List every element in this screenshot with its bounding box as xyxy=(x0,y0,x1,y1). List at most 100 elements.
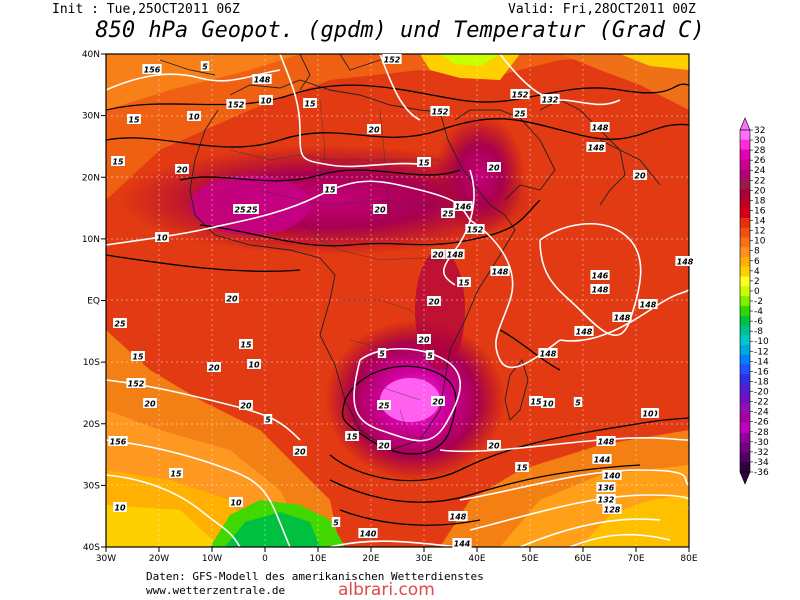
colorbar-swatch xyxy=(740,354,750,365)
init-time: Init : Tue,25OCT2011 06Z xyxy=(52,2,240,17)
colorbar-swatch xyxy=(740,286,750,297)
contour-labels: 1561481521015152132152152148148146152148… xyxy=(108,54,695,549)
lat-tick-label: 10S xyxy=(83,358,100,368)
geopotential-contour-label: 148 xyxy=(540,350,557,359)
temperature-contour-label: 25 xyxy=(514,110,526,119)
temperature-contour-label: 15 xyxy=(458,279,470,288)
temperature-contour-label: 15 xyxy=(516,464,528,473)
colorbar-swatch xyxy=(740,403,750,414)
colorbar-swatch xyxy=(740,159,750,170)
lat-tick-label: 30N xyxy=(82,112,100,122)
colorbar-swatch xyxy=(740,237,750,248)
colorbar-swatch xyxy=(740,169,750,180)
temperature-contour-label: 10 xyxy=(642,410,654,419)
colorbar-swatch xyxy=(740,413,750,424)
geopotential-contour-label: 148 xyxy=(254,76,271,85)
chart-title: 850 hPa Geopot. (gpdm) und Temperatur (G… xyxy=(95,18,705,43)
geopotential-contour-label: 10 xyxy=(156,234,168,243)
temperature-contour-label: 20 xyxy=(374,206,386,215)
watermark: albrari.com xyxy=(338,580,435,600)
colorbar-label: -28 xyxy=(754,428,769,438)
lat-tick-label: 30S xyxy=(83,481,100,491)
lat-tick-label: 10N xyxy=(82,235,100,245)
colorbar-swatch xyxy=(740,374,750,385)
temperature-contour-label: 25 xyxy=(246,206,258,215)
colorbar-label: -4 xyxy=(754,307,763,317)
colorbar-label: 16 xyxy=(754,206,766,216)
temperature-contour-label: 25 xyxy=(378,402,390,411)
geopotential-contour-label: 148 xyxy=(614,314,631,323)
colorbar-label: -10 xyxy=(754,337,769,347)
temperature-contour-label: 5 xyxy=(333,519,339,528)
colorbar-swatch xyxy=(740,227,750,238)
geopotential-contour-label: 156 xyxy=(144,66,161,75)
colorbar-label: -36 xyxy=(754,468,769,478)
temperature-contour-label: 20 xyxy=(378,442,390,451)
colorbar-swatch xyxy=(740,208,750,219)
lon-tick-label: 10W xyxy=(202,554,222,564)
temperature-contour-label: 15 xyxy=(240,341,252,350)
colorbar-label: 6 xyxy=(754,257,760,267)
colorbar-label: -2 xyxy=(754,297,763,307)
colorbar-swatch xyxy=(740,384,750,395)
lon-tick-label: 30E xyxy=(415,554,432,564)
lat-tick-label: 20S xyxy=(83,420,100,430)
colorbar-label: 22 xyxy=(754,176,765,186)
temperature-contour-label: 20 xyxy=(226,295,238,304)
colorbar-label: -24 xyxy=(754,408,769,418)
colorbar-swatch xyxy=(740,198,750,209)
geopotential-contour-label: 148 xyxy=(492,268,509,277)
temperature-contour-label: 10 xyxy=(188,113,200,122)
colorbar-label: 12 xyxy=(754,227,765,237)
colorbar-label: 0 xyxy=(754,287,760,297)
lon-tick-label: 30W xyxy=(96,554,116,564)
temperature-contour-label: 25 xyxy=(234,206,246,215)
temperature-contour-label: 20 xyxy=(294,448,306,457)
colorbar-label: -6 xyxy=(754,317,763,327)
temperature-contour-label: 20 xyxy=(432,398,444,407)
lon-tick-label: 40E xyxy=(468,554,485,564)
colorbar-label: 26 xyxy=(754,156,766,166)
source-url: www.wetterzentrale.de xyxy=(146,584,286,597)
colorbar-label: -30 xyxy=(754,438,769,448)
geopotential-contour-label: 128 xyxy=(604,506,621,515)
longitude-axis: 30W 20W 10W 0 10E 20E 30E 40E 50E 60E 70E 80E xyxy=(96,547,698,564)
colorbar-swatch xyxy=(740,276,750,287)
temperature-contour-label: 20 xyxy=(240,402,252,411)
colorbar-label: 2 xyxy=(754,277,760,287)
geopotential-contour-label: 152 xyxy=(128,380,145,389)
colorbar-label: -32 xyxy=(754,448,769,458)
temperature-contour-label: 5 xyxy=(427,352,433,361)
colorbar-swatch xyxy=(740,423,750,434)
colorbar-label: -26 xyxy=(754,418,769,428)
lat-tick-label: 20N xyxy=(82,173,100,183)
colorbar-swatch xyxy=(740,315,750,326)
geopotential-contour-label: 148 xyxy=(592,286,609,295)
temperature-contour-label: 10 xyxy=(542,400,554,409)
geopotential-contour-label: 152 xyxy=(467,226,484,235)
lon-tick-label: 0 xyxy=(262,554,268,564)
colorbar-bottom-arrow xyxy=(739,471,751,485)
lon-tick-label: 60E xyxy=(574,554,591,564)
colorbar-swatch xyxy=(740,188,750,199)
lon-tick-label: 10E xyxy=(309,554,326,564)
temperature-contour-label: 5 xyxy=(265,416,271,425)
geopotential-contour-label: 148 xyxy=(447,251,464,260)
colorbar-swatch xyxy=(740,462,750,473)
geopotential-contour-label: 146 xyxy=(455,203,472,212)
colorbar-swatch xyxy=(740,178,750,189)
geopotential-contour-label: 148 xyxy=(450,513,467,522)
geopotential-contour-label: 152 xyxy=(512,91,529,100)
temperature-contour-label: 15 xyxy=(418,159,430,168)
geopotential-contour-label: 140 xyxy=(360,530,377,539)
colorbar-label: 28 xyxy=(754,146,766,156)
colorbar-swatch xyxy=(740,305,750,316)
geopotential-contour-label: 148 xyxy=(640,301,657,310)
temperature-contour-label: 15 xyxy=(304,100,316,109)
temperature-contour-label: 25 xyxy=(114,320,126,329)
geopotential-contour-label: 148 xyxy=(576,328,593,337)
temperature-contour-label: 15 xyxy=(346,433,358,442)
colorbar-swatch xyxy=(740,452,750,463)
temperature-contour-label: 20 xyxy=(634,172,646,181)
colorbar-top-arrow xyxy=(739,117,751,131)
